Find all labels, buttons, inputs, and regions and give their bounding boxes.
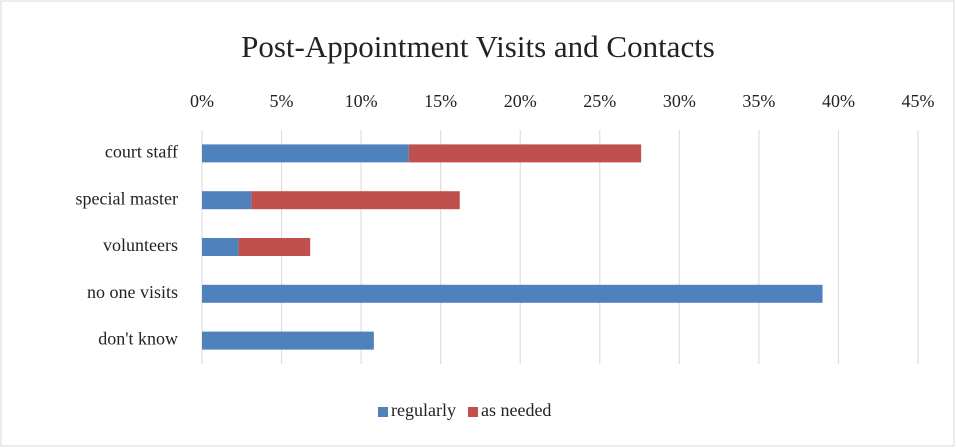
- x-tick-label: 30%: [663, 91, 696, 111]
- bar: [202, 191, 252, 210]
- x-tick-label: 15%: [424, 91, 457, 111]
- bar: [202, 238, 239, 256]
- x-tick-label: 45%: [902, 91, 935, 111]
- legend-swatch: [378, 407, 388, 417]
- bar: [238, 238, 311, 256]
- bar: [202, 144, 409, 163]
- chart-title: Post-Appointment Visits and Contacts: [241, 29, 715, 64]
- y-tick-label: volunteers: [103, 235, 178, 255]
- x-tick-label: 0%: [190, 91, 214, 111]
- y-tick-label: court staff: [105, 142, 178, 162]
- legend-label: regularly: [391, 400, 456, 420]
- legend-swatch: [467, 407, 478, 417]
- bar: [408, 144, 642, 163]
- y-tick-label: no one visits: [87, 282, 178, 302]
- bar: [251, 191, 460, 210]
- x-tick-label: 5%: [270, 91, 294, 111]
- bar: [202, 331, 374, 350]
- x-tick-label: 10%: [345, 91, 378, 111]
- bar: [202, 284, 823, 303]
- x-tick-label: 40%: [822, 91, 855, 111]
- y-tick-label: special master: [76, 188, 178, 208]
- x-tick-label: 35%: [742, 91, 775, 111]
- x-tick-label: 25%: [583, 91, 616, 111]
- x-tick-label: 20%: [504, 91, 537, 111]
- legend-label: as needed: [481, 400, 551, 420]
- y-tick-label: don't know: [98, 329, 178, 349]
